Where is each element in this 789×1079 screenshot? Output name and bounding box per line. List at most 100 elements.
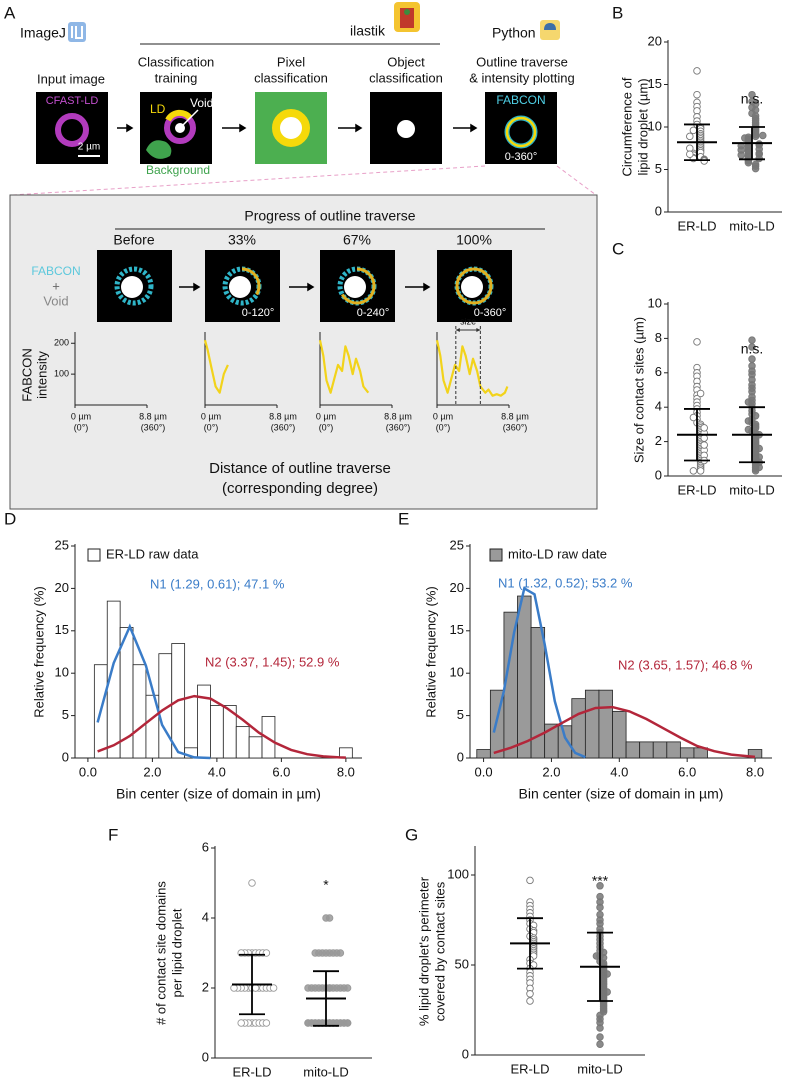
- data-point: [755, 463, 763, 472]
- y-tick-label: 4: [655, 399, 662, 414]
- axis-title: Bin center (size of domain in µm): [519, 786, 724, 802]
- y-tick-label: 10: [55, 665, 69, 680]
- y-tick-label: 8: [655, 330, 662, 345]
- step-label: classification: [369, 70, 443, 85]
- axis-title: % lipid droplet's perimeter: [416, 876, 431, 1026]
- x-tick-label: mito-LD: [303, 1064, 349, 1079]
- x-tick-label: 2.0: [542, 764, 560, 779]
- step-label: classification: [254, 70, 328, 85]
- data-point: [686, 132, 694, 141]
- data-point: [248, 879, 256, 887]
- histogram-bar: [530, 627, 546, 759]
- significance: ***: [592, 873, 609, 889]
- data-point: [526, 876, 534, 885]
- data-point: [737, 151, 745, 159]
- data-point: [596, 1040, 604, 1048]
- histogram-bar: [476, 749, 491, 759]
- arrows: [117, 123, 478, 133]
- object-image: [370, 92, 442, 164]
- data-point: [700, 441, 708, 449]
- x-tick-label: mito-LD: [729, 218, 775, 233]
- histogram-bar: [612, 710, 627, 759]
- data-point: [311, 949, 319, 957]
- x-tick-label: 6.0: [678, 764, 696, 779]
- y-tick-label: 0: [462, 1046, 469, 1061]
- data-point: [237, 1019, 245, 1027]
- histogram-bar: [132, 664, 147, 759]
- significance: n.s.: [741, 91, 764, 107]
- panel-label: A: [4, 3, 16, 22]
- stage-label: Before: [113, 232, 154, 248]
- data-point: [336, 949, 345, 957]
- y-tick-label: 5: [457, 707, 464, 722]
- axis-title: per lipid droplet: [169, 908, 184, 997]
- y-tick-label: 15: [648, 76, 662, 91]
- data-point: [696, 467, 705, 475]
- histogram-bar: [210, 705, 224, 759]
- legend-swatch: [489, 548, 503, 562]
- fit-curve: [493, 705, 756, 759]
- arrows: [179, 282, 431, 292]
- data-point: [343, 984, 352, 992]
- intensity-line: [318, 339, 370, 394]
- data-point: [696, 389, 705, 398]
- x-tick-label: ER-LD: [510, 1061, 549, 1076]
- x-tick-label: 8.0: [337, 764, 355, 779]
- data-point: [526, 990, 534, 998]
- span-label: size: [460, 316, 476, 326]
- significance: *: [323, 877, 329, 893]
- legend-label: ER-LD raw data: [106, 546, 199, 561]
- histogram-bar: [584, 689, 600, 759]
- axis-title: Bin center (size of domain in µm): [116, 786, 321, 802]
- panel-label: D: [4, 509, 16, 528]
- x-tick-label: 4.0: [610, 764, 628, 779]
- y-tick-label: 0: [655, 467, 662, 482]
- data-point: [700, 424, 708, 432]
- y-tick-label: 10: [450, 665, 464, 680]
- x-tick-sublabel: (0°): [74, 422, 89, 432]
- axis-title: Size of contact sites (µm): [631, 317, 646, 463]
- y-tick-label: 20: [648, 33, 662, 48]
- panel-label: G: [405, 825, 418, 844]
- data-point: [526, 997, 534, 1005]
- data-point: [251, 984, 260, 992]
- overlay-label: +: [52, 278, 60, 293]
- ilastik-icon: [394, 2, 420, 32]
- zoom-line: [556, 165, 597, 196]
- y-tick-label: 6: [655, 364, 662, 379]
- y-tick-label: 5: [62, 707, 69, 722]
- data-point: [748, 343, 756, 351]
- x-tick-label: 8.0: [746, 764, 764, 779]
- x-tick-label: 0.0: [475, 764, 493, 779]
- y-tick-label: 4: [202, 909, 209, 924]
- x-tick-sublabel: (0°): [436, 422, 451, 432]
- data-point: [748, 355, 756, 363]
- outline-image: FABCON 0-360°: [485, 92, 557, 164]
- image-label: Background: [146, 163, 210, 177]
- histogram-bar: [679, 747, 695, 759]
- y-tick-label: 2: [202, 979, 209, 994]
- panel-label: C: [612, 239, 624, 258]
- axis-title: covered by contact sites: [432, 881, 447, 1021]
- curve-label: N1 (1.32, 0.52); 53.2 %: [498, 575, 633, 590]
- degree-label: 0-360°: [474, 307, 507, 319]
- histogram-bar: [248, 736, 263, 759]
- x-tick-label: 6.0: [272, 764, 290, 779]
- x-tick-label: 2.0: [143, 764, 161, 779]
- axis-title: Relative frequency (%): [31, 586, 46, 718]
- traverse-image: 0-360°: [437, 250, 512, 322]
- step-label: Input image: [37, 71, 105, 86]
- detail-box: [9, 194, 598, 510]
- data-point: [596, 903, 604, 912]
- axis-title: FABCON: [19, 348, 34, 401]
- y-tick-label: 2: [655, 433, 662, 448]
- traverse-image: 0-240°: [320, 250, 395, 322]
- y-tick-label: 0: [202, 1049, 209, 1064]
- curve-label: N2 (3.65, 1.57); 46.8 %: [618, 657, 753, 672]
- x-tick-label: 0 µm: [201, 411, 221, 421]
- image-label: Void: [190, 96, 213, 110]
- data-point: [744, 158, 753, 167]
- y-tick-label: 0: [62, 749, 69, 764]
- x-tick-label: 0.0: [79, 764, 97, 779]
